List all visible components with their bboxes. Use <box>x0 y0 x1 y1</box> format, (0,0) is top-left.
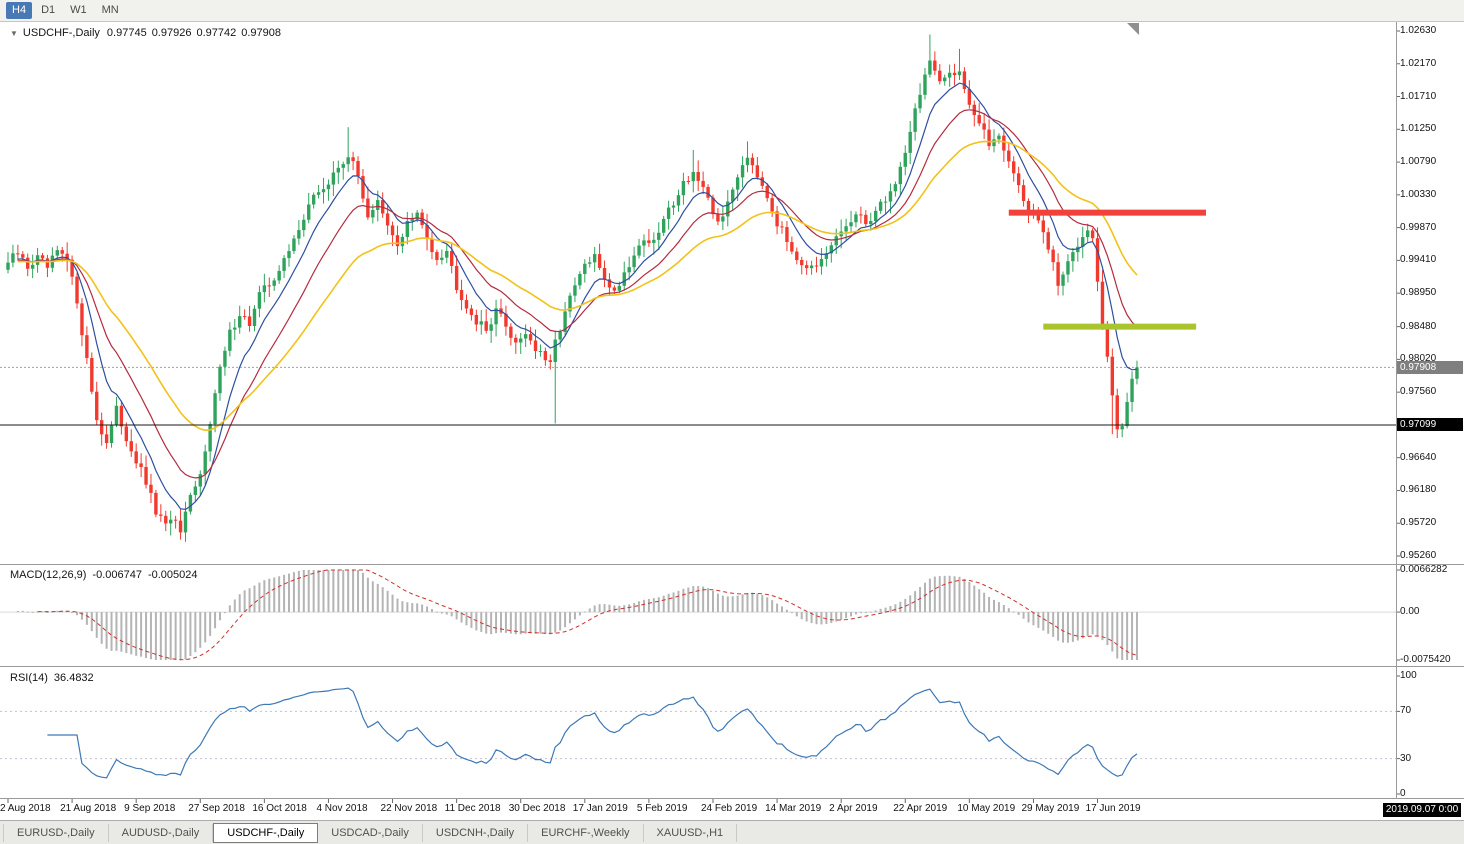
price-tick: 1.01250 <box>1400 123 1437 135</box>
price-scale[interactable]: 0.97908 0.97099 1.02630 1.02170 1.01710 1.0… <box>1397 22 1464 799</box>
chart-tab-audusd[interactable]: AUDUSD-,Daily <box>109 823 214 842</box>
date-label: 17 Jan 2019 <box>572 803 628 814</box>
macd-signal-line <box>37 569 1138 661</box>
date-label: 10 May 2019 <box>957 803 1016 814</box>
price-tick: 0.97560 <box>1400 386 1437 398</box>
current-price-label: 0.97908 <box>1397 360 1463 374</box>
level-price-label: 0.97099 <box>1397 418 1463 432</box>
price-tick: 0.95720 <box>1400 517 1437 529</box>
date-label: 11 Dec 2018 <box>444 803 501 814</box>
candles <box>6 34 1139 542</box>
macd-scale-label: -0.0075420 <box>1400 654 1451 665</box>
moving-average-34 <box>17 140 1138 432</box>
price-tick: 0.96640 <box>1400 451 1437 463</box>
date-label: 27 Sep 2018 <box>188 803 245 814</box>
timeframe-toolbar: H4 D1 W1 MN <box>0 0 1464 22</box>
date-label: 29 May 2019 <box>1021 803 1080 814</box>
rsi-scale-label: 30 <box>1400 752 1412 764</box>
cursor-time-label: 2019.09.07 0:00 <box>1383 803 1461 817</box>
chart-tab-xauusd[interactable]: XAUUSD-,H1 <box>644 823 738 842</box>
ohlc-high: 0.97926 <box>151 27 192 39</box>
price-tick: 0.99870 <box>1400 221 1437 233</box>
price-tick: 0.98480 <box>1400 320 1437 332</box>
chart-tabs: EURUSD-,Daily AUDUSD-,Daily USDCHF-,Daily U… <box>0 820 1464 844</box>
chart-shift-marker-icon[interactable] <box>1127 23 1139 35</box>
ohlc-open: 0.97745 <box>106 27 147 39</box>
date-label: 14 Mar 2019 <box>765 803 822 814</box>
date-label: 4 Nov 2018 <box>316 803 368 814</box>
price-scale-separator <box>1396 22 1397 798</box>
price-tick: 1.01710 <box>1400 90 1437 102</box>
macd-signal-value: -0.005024 <box>147 569 198 581</box>
date-label: 9 Sep 2018 <box>124 803 176 814</box>
timeframe-button-w1[interactable]: W1 <box>70 4 87 16</box>
price-tick: 1.00330 <box>1400 188 1437 200</box>
rsi-value: 36.4832 <box>53 672 94 684</box>
chart-tab-usdchf[interactable]: USDCHF-,Daily <box>213 822 319 843</box>
price-tick: 0.95260 <box>1400 550 1437 561</box>
price-tick: 0.98020 <box>1400 353 1437 365</box>
date-label: 22 Nov 2018 <box>380 803 438 814</box>
rsi-scale-label: 100 <box>1400 670 1417 681</box>
chart-tab-eurusd[interactable]: EURUSD-,Daily <box>3 823 109 842</box>
date-label: 17 Jun 2019 <box>1085 803 1141 814</box>
date-label: 21 Aug 2018 <box>60 803 117 814</box>
timeframe-button-h4[interactable]: H4 <box>6 2 33 19</box>
macd-scale-label: 0.00 <box>1400 606 1420 618</box>
price-tick: 0.96180 <box>1400 484 1437 496</box>
macd-scale-label: 0.0066282 <box>1400 564 1448 575</box>
date-label: 22 Apr 2019 <box>893 803 948 814</box>
chart-tab-usdcad[interactable]: USDCAD-,Daily <box>318 823 423 842</box>
pane-divider-axis <box>0 798 1464 799</box>
moving-average-17 <box>17 109 1138 479</box>
date-label: 16 Oct 2018 <box>252 803 307 814</box>
chart-title: ▼ USDCHF-,Daily 0.97745 0.97926 0.97742 0.979… <box>10 27 286 39</box>
macd-histogram <box>16 570 1138 660</box>
rsi-name: RSI(14) <box>10 672 48 684</box>
moving-average-8 <box>17 82 1138 511</box>
pane-divider-rsi[interactable] <box>0 666 1464 667</box>
date-label: 30 Dec 2018 <box>508 803 566 814</box>
price-tick: 0.99410 <box>1400 254 1437 266</box>
price-tick: 1.02170 <box>1400 57 1437 69</box>
symbol-label: USDCHF-,Daily <box>22 27 100 39</box>
rsi-scale-label: 70 <box>1400 705 1412 717</box>
timeframe-button-d1[interactable]: D1 <box>41 4 56 16</box>
timeframe-button-mn[interactable]: MN <box>101 4 119 16</box>
ohlc-low: 0.97742 <box>196 27 237 39</box>
ohlc-close: 0.97908 <box>241 27 281 39</box>
date-label: 2 Apr 2019 <box>829 803 878 814</box>
chart-tab-eurchf[interactable]: EURCHF-,Weekly <box>528 823 644 842</box>
date-label: 2 Aug 2018 <box>0 803 51 814</box>
rsi-scale-label: 0 <box>1400 788 1406 799</box>
macd-main-value: -0.006747 <box>92 569 142 581</box>
chart-tab-usdcnh[interactable]: USDCNH-,Daily <box>423 823 529 842</box>
macd-name: MACD(12,26,9) <box>10 569 87 581</box>
rsi-line <box>47 687 1138 779</box>
resistance-band[interactable] <box>1008 209 1206 216</box>
dropdown-icon[interactable]: ▼ <box>10 29 18 38</box>
macd-label: MACD(12,26,9) -0.006747 -0.005024 <box>10 569 204 581</box>
date-label: 24 Feb 2019 <box>700 803 758 814</box>
pane-divider-macd[interactable] <box>0 564 1464 565</box>
time-axis[interactable]: 2 Aug 2018 21 Aug 2018 9 Sep 2018 27 Sep 20… <box>0 798 1396 820</box>
price-tick: 1.00790 <box>1400 156 1437 168</box>
date-label: 5 Feb 2019 <box>636 803 688 814</box>
price-tick: 0.98950 <box>1400 287 1437 299</box>
rsi-label: RSI(14) 36.4832 <box>10 672 100 684</box>
support-band[interactable] <box>1043 323 1197 330</box>
price-tick: 1.02630 <box>1400 25 1437 36</box>
